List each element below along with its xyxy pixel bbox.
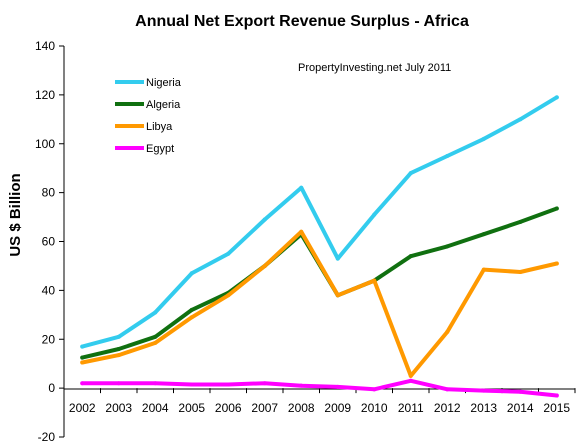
x-tick-label: 2002	[69, 401, 96, 415]
data-point-algeria	[80, 355, 85, 360]
y-tick-label: 100	[35, 137, 55, 151]
x-ticks: 2002 2003 2004 2005 2006 2007 2008 2009 2010 2011…	[63, 388, 576, 415]
data-point-egypt	[262, 381, 267, 386]
x-tick-label: 2008	[288, 401, 315, 415]
data-point-algeria	[445, 244, 450, 249]
data-point-egypt	[226, 382, 231, 387]
series-line-algeria	[80, 206, 559, 360]
data-point-nigeria	[189, 271, 194, 276]
data-point-egypt	[481, 388, 486, 393]
y-tick-label: 40	[42, 283, 56, 297]
x-tick-label: 2004	[142, 401, 169, 415]
data-point-libya	[299, 229, 304, 234]
data-point-libya	[518, 270, 523, 275]
data-point-egypt	[299, 383, 304, 388]
data-point-nigeria	[335, 256, 340, 261]
data-point-libya	[408, 373, 413, 378]
data-point-nigeria	[518, 117, 523, 122]
x-tick-label: 2006	[215, 401, 242, 415]
y-tick-label: 80	[42, 186, 56, 200]
y-tick-label: -20	[38, 430, 56, 444]
data-point-algeria	[189, 307, 194, 312]
data-point-libya	[116, 353, 121, 358]
data-point-libya	[153, 340, 158, 345]
data-point-egypt	[372, 387, 377, 392]
data-point-libya	[80, 360, 85, 365]
data-point-egypt	[518, 389, 523, 394]
data-point-algeria	[408, 254, 413, 259]
x-tick-label: 2013	[470, 401, 497, 415]
data-point-libya	[226, 293, 231, 298]
data-point-egypt	[189, 382, 194, 387]
legend-label-egypt: Egypt	[146, 143, 174, 155]
legend-label-algeria: Algeria	[146, 99, 181, 111]
data-point-nigeria	[299, 185, 304, 190]
data-point-libya	[372, 278, 377, 283]
x-tick-label: 2009	[324, 401, 351, 415]
data-point-algeria	[554, 206, 559, 211]
data-point-libya	[554, 261, 559, 266]
x-tick-label: 2010	[361, 401, 388, 415]
series-line-libya	[80, 229, 559, 378]
y-axis-label: US $ Billion	[7, 173, 24, 256]
data-point-egypt	[116, 381, 121, 386]
legend-label-libya: Libya	[146, 121, 173, 133]
data-point-nigeria	[481, 136, 486, 141]
legend: Nigeria Algeria Libya Egypt	[115, 77, 182, 155]
series-line-nigeria	[80, 95, 559, 349]
data-point-nigeria	[116, 334, 121, 339]
data-point-egypt	[153, 381, 158, 386]
data-point-nigeria	[153, 310, 158, 315]
data-point-libya	[189, 315, 194, 320]
data-point-egypt	[335, 384, 340, 389]
series-line-egypt	[80, 378, 559, 398]
data-point-libya	[335, 293, 340, 298]
data-point-nigeria	[554, 95, 559, 100]
data-point-nigeria	[80, 344, 85, 349]
chart-annotation: PropertyInvesting.net July 2011	[298, 62, 451, 74]
data-point-nigeria	[226, 251, 231, 256]
data-point-egypt	[554, 393, 559, 398]
data-point-nigeria	[372, 212, 377, 217]
x-tick-label: 2005	[178, 401, 205, 415]
chart-title: Annual Net Export Revenue Surplus - Afri…	[135, 13, 469, 30]
data-point-nigeria	[445, 153, 450, 158]
x-tick-label: 2011	[398, 401, 424, 415]
data-point-egypt	[80, 381, 85, 386]
x-tick-label: 2007	[251, 401, 278, 415]
y-tick-label: 20	[42, 332, 56, 346]
x-tick-label: 2015	[543, 401, 570, 415]
data-point-egypt	[445, 387, 450, 392]
series-group	[80, 95, 559, 398]
y-ticks: -20 0 20 40 60 80 100 120 140	[35, 39, 64, 444]
x-tick-label: 2012	[434, 401, 461, 415]
data-point-algeria	[518, 219, 523, 224]
x-tick-label: 2014	[507, 401, 534, 415]
data-point-algeria	[116, 347, 121, 352]
y-tick-label: 60	[42, 235, 56, 249]
data-point-libya	[481, 267, 486, 272]
data-point-libya	[262, 263, 267, 268]
data-point-algeria	[153, 334, 158, 339]
y-tick-label: 140	[35, 39, 55, 53]
y-tick-label: 120	[35, 88, 55, 102]
data-point-nigeria	[408, 171, 413, 176]
data-point-algeria	[481, 232, 486, 237]
x-tick-label: 2003	[105, 401, 132, 415]
data-point-egypt	[408, 378, 413, 383]
data-point-libya	[445, 329, 450, 334]
legend-label-nigeria: Nigeria	[146, 77, 182, 89]
y-tick-label: 0	[48, 381, 55, 395]
data-point-nigeria	[262, 217, 267, 222]
